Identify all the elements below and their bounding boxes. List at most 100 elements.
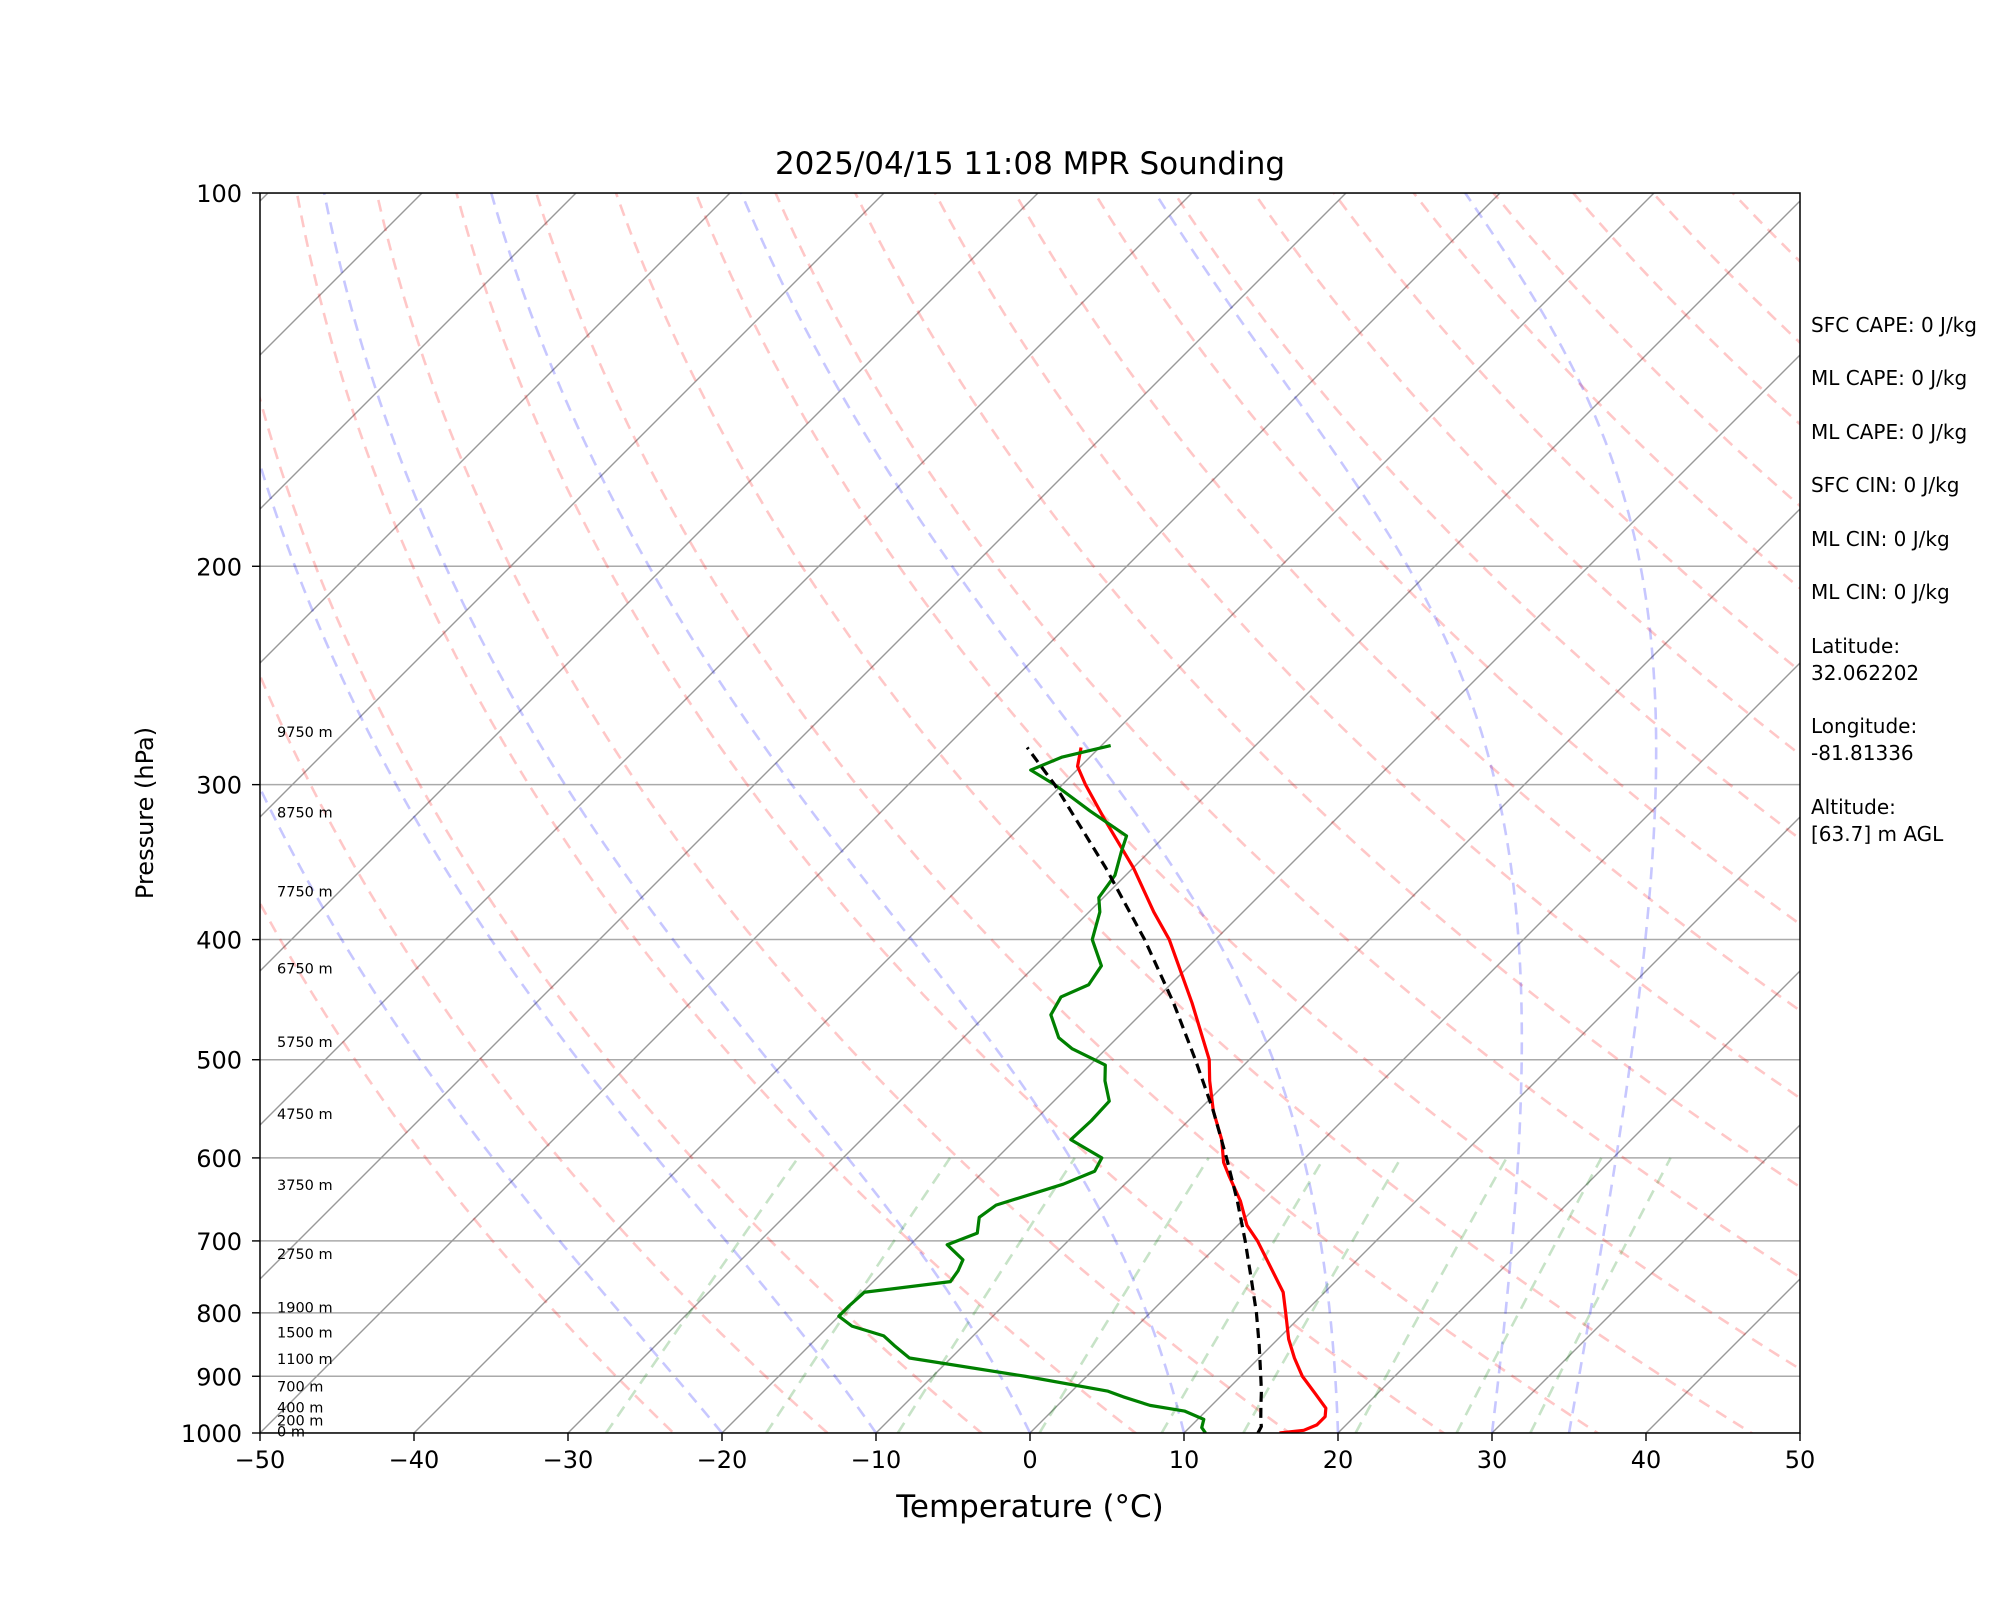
x-tick-label: 0 — [1022, 1446, 1037, 1474]
isotherm-line — [260, 193, 1501, 1433]
x-tick-label: −30 — [543, 1446, 594, 1474]
isotherm-line — [260, 193, 885, 818]
stats-line: ML CAPE: 0 J/kg — [1811, 366, 1967, 390]
height-label: 8750 m — [277, 806, 333, 822]
x-tick-label: −50 — [235, 1446, 286, 1474]
mixing-ratio-line — [1038, 1157, 1210, 1433]
background-lines — [260, 193, 1800, 1433]
height-label: 3750 m — [277, 1178, 333, 1194]
mixing-ratio-line — [1242, 1157, 1403, 1433]
stats-line: ML CAPE: 0 J/kg — [1811, 420, 1967, 444]
axes: −50 −40 −30 −20 −10 0 10 20 30 40 50 100 200 300 400 50… — [181, 180, 1815, 1474]
stats-line: [63.7] m AGL — [1811, 822, 1944, 846]
x-tick-label: −40 — [389, 1446, 440, 1474]
x-tick-label: −20 — [697, 1446, 748, 1474]
stats-line: Longitude: — [1811, 714, 1917, 738]
y-tick-label: 900 — [196, 1363, 242, 1391]
y-tick-label: 300 — [196, 772, 242, 800]
mixing-ratio-line — [1455, 1157, 1603, 1433]
stats-line: ML CIN: 0 J/kg — [1811, 527, 1950, 551]
parcel-line — [1025, 746, 1263, 1433]
dry-adiabat-line — [1253, 193, 1800, 757]
dry-adiabat-line — [614, 193, 1755, 1433]
isotherm-line — [260, 193, 1347, 1280]
height-label: 0 m — [277, 1424, 305, 1440]
y-tick-label: 500 — [196, 1047, 242, 1075]
x-tick-label: 10 — [1169, 1446, 1200, 1474]
dry-adiabat-line — [1093, 193, 1800, 926]
height-label: 6750 m — [277, 961, 333, 977]
y-tick-label: 200 — [196, 553, 242, 581]
height-label: 2750 m — [277, 1247, 333, 1263]
x-tick-label: 30 — [1477, 1446, 1508, 1474]
isotherm-line — [567, 200, 1800, 1433]
stats-line: Latitude: — [1811, 634, 1900, 658]
sounding-lines — [837, 743, 1328, 1433]
stats-line: Altitude: — [1811, 795, 1896, 819]
isotherm-line — [1337, 970, 1800, 1433]
height-label: 1900 m — [277, 1300, 333, 1316]
dewpoint-line — [837, 743, 1207, 1433]
stats-line: SFC CIN: 0 J/kg — [1811, 473, 1959, 497]
dry-adiabat-line — [260, 672, 830, 1433]
stats-line: SFC CAPE: 0 J/kg — [1811, 313, 1977, 337]
height-label: 4750 m — [277, 1107, 333, 1123]
moist-adiabat-line — [490, 193, 1186, 1433]
moist-adiabat-line — [740, 193, 1340, 1433]
y-tick-label: 400 — [196, 927, 242, 955]
height-label: 7750 m — [277, 885, 333, 901]
isotherm-line — [721, 354, 1800, 1433]
chart-title: 2025/04/15 11:08 MPR Sounding — [775, 146, 1285, 182]
x-tick-label: 20 — [1323, 1446, 1354, 1474]
mixing-ratio-line — [604, 1157, 800, 1433]
height-label: 5750 m — [277, 1035, 333, 1051]
stats-panel: SFC CAPE: 0 J/kg ML CAPE: 0 J/kg ML CAPE: … — [1811, 313, 1977, 846]
y-tick-label: 1000 — [181, 1420, 242, 1448]
height-label: 200 m — [277, 1413, 323, 1429]
dry-adiabat-line — [535, 193, 1600, 1433]
mixing-ratio-line — [765, 1157, 952, 1433]
isotherm-line — [413, 193, 1655, 1433]
dry-adiabat-line — [1013, 193, 1800, 1013]
mixing-ratio-line — [1160, 1157, 1326, 1433]
isotherm-line — [260, 193, 1193, 1126]
x-tick-label: 50 — [1785, 1446, 1816, 1474]
stats-line: ML CIN: 0 J/kg — [1811, 580, 1950, 604]
dry-adiabat-line — [694, 193, 1800, 1371]
dry-adiabat-line — [295, 193, 1138, 1433]
moist-adiabat-line — [260, 460, 878, 1433]
height-label: 9750 m — [277, 725, 333, 741]
isotherm-line — [260, 193, 1039, 972]
moist-adiabat-line — [260, 785, 724, 1433]
dry-adiabat-line — [375, 193, 1292, 1433]
dry-adiabat-line — [933, 193, 1800, 1100]
mixing-ratio-line — [1529, 1157, 1672, 1433]
y-tick-label: 700 — [196, 1228, 242, 1256]
y-tick-label: 600 — [196, 1145, 242, 1173]
height-label: 400 m — [277, 1401, 323, 1417]
y-tick-label: 800 — [196, 1300, 242, 1328]
height-label: 700 m — [277, 1379, 323, 1395]
mixing-ratio-line — [1354, 1157, 1508, 1433]
isotherm-line — [1029, 662, 1800, 1433]
dry-adiabat-line — [455, 193, 1446, 1433]
dry-adiabat-line — [1412, 193, 1800, 590]
dry-adiabat-line — [1332, 193, 1800, 673]
isotherm-line — [1491, 1124, 1800, 1433]
moist-adiabat-line — [1464, 193, 1658, 1433]
height-label: 1500 m — [277, 1326, 333, 1342]
isotherm-line — [875, 508, 1800, 1433]
isotherm-line — [1183, 816, 1800, 1433]
moist-adiabat-line — [322, 193, 1032, 1433]
stats-line: 32.062202 — [1811, 661, 1919, 685]
height-label: 1100 m — [277, 1352, 333, 1368]
isotherm-line — [260, 193, 731, 664]
dry-adiabat-line — [774, 193, 1800, 1279]
stats-line: -81.81336 — [1811, 741, 1914, 765]
dry-adiabat-line — [854, 193, 1800, 1189]
y-axis-label: Pressure (hPa) — [131, 727, 159, 899]
x-tick-label: −10 — [851, 1446, 902, 1474]
